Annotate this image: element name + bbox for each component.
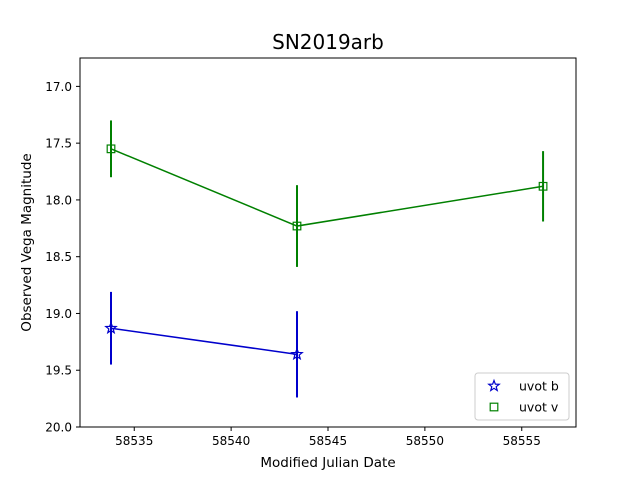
plot-area <box>79 57 577 428</box>
data-point <box>292 221 302 231</box>
chart-title: SN2019arb <box>272 30 384 54</box>
y-tick-label: 17.0 <box>45 80 72 94</box>
legend-marker <box>489 402 499 412</box>
legend: uvot b uvot v <box>474 372 570 421</box>
y-tick-label: 19.5 <box>45 364 72 378</box>
data-point <box>538 181 548 191</box>
legend-item: uvot b <box>487 378 559 394</box>
x-axis: 58535 58540 58545 58550 58555 <box>115 427 541 448</box>
series-layer <box>104 120 548 398</box>
data-point <box>290 347 304 361</box>
y-axis: 17.0 17.5 18.0 18.5 19.0 19.5 20.0 <box>45 80 80 435</box>
x-axis-label: Modified Julian Date <box>260 455 395 471</box>
legend-label: uvot b <box>519 379 559 394</box>
y-axis-label: Observed Vega Magnitude <box>19 153 35 331</box>
legend-label: uvot v <box>519 400 559 415</box>
data-point <box>104 320 118 335</box>
x-tick-label: 58540 <box>212 434 250 448</box>
data-point <box>106 144 116 154</box>
legend-item: uvot v <box>489 400 559 415</box>
series-uvot-v <box>106 120 548 267</box>
y-tick-label: 20.0 <box>45 421 72 435</box>
y-tick-label: 19.0 <box>45 307 72 321</box>
series-line <box>110 327 298 356</box>
x-tick-label: 58535 <box>115 434 153 448</box>
y-tick-label: 17.5 <box>45 137 72 151</box>
legend-marker <box>487 378 501 392</box>
y-tick-label: 18.0 <box>45 193 72 207</box>
series-uvot-b <box>104 291 304 398</box>
x-tick-label: 58545 <box>309 434 347 448</box>
x-tick-label: 58550 <box>406 434 444 448</box>
x-tick-label: 58555 <box>503 434 541 448</box>
y-tick-label: 18.5 <box>45 250 72 264</box>
